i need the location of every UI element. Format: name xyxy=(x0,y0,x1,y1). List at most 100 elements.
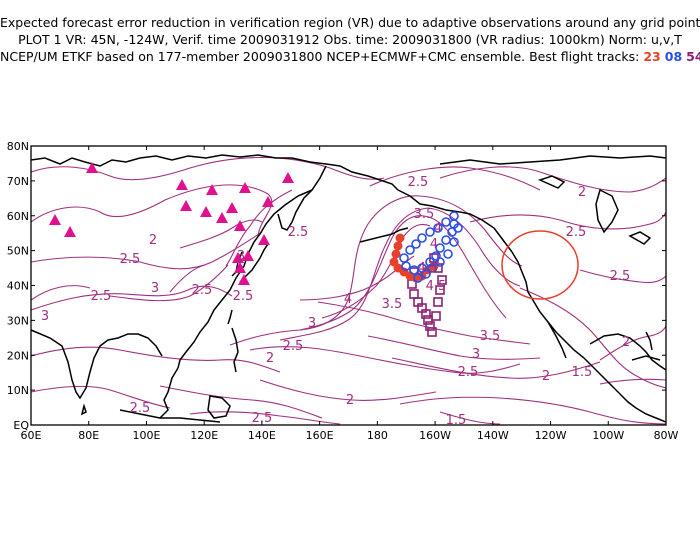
contour-value-label: 4 xyxy=(434,221,442,236)
contour-value-label: 2.5 xyxy=(233,289,254,304)
contour-value-label: 3 xyxy=(151,281,159,296)
alaska-coast xyxy=(397,189,513,253)
aleutians xyxy=(359,227,409,243)
contour-line xyxy=(399,396,666,425)
triangle-marker-icon xyxy=(239,182,251,193)
contour-value-label: 2.5 xyxy=(288,225,309,240)
axis-ticks xyxy=(30,145,667,426)
japan xyxy=(239,243,269,283)
cuba xyxy=(631,355,661,361)
track-23-label: 23 xyxy=(643,49,661,64)
arctic-islands xyxy=(537,175,566,189)
contour-value-label: 2 xyxy=(266,351,274,366)
title-line-3-text: NCEP/UM ETKF based on 177-member 2009031… xyxy=(0,49,640,64)
title-line-2: PLOT 1 VR: 45N, -124W, Verif. time 20090… xyxy=(18,32,682,47)
contour-value-label: 4.5 xyxy=(426,279,447,294)
contour-value-label: 3.5 xyxy=(480,329,501,344)
contour-line xyxy=(439,411,501,425)
contour-value-label: 2 xyxy=(346,393,354,408)
contour-value-label: 2.5 xyxy=(91,289,112,304)
longitude-label: 120E xyxy=(190,429,218,442)
philippines xyxy=(231,327,239,373)
triangle-marker-icon xyxy=(86,162,98,173)
triangle-marker-icon xyxy=(262,196,274,207)
contour-line xyxy=(317,301,531,345)
open-circle-icon xyxy=(417,233,427,243)
title-line-3: NCEP/UM ETKF based on 177-member 2009031… xyxy=(0,48,700,65)
contour-line xyxy=(31,285,233,311)
latitude-label: 50N xyxy=(7,245,29,258)
filled-circle-icon xyxy=(395,233,405,243)
contour-line xyxy=(225,189,293,267)
triangle-marker-icon xyxy=(216,212,228,223)
open-square-icon xyxy=(409,289,419,299)
hudson-bay xyxy=(595,188,619,234)
contour-lines xyxy=(31,156,666,425)
latitude-label: 10N xyxy=(7,384,29,397)
track-08-label: 08 xyxy=(664,49,683,64)
baja-california xyxy=(547,321,567,359)
contour-value-label: 2.5 xyxy=(192,283,213,298)
great-lakes xyxy=(628,231,652,245)
contour-value-label: 3.5 xyxy=(382,297,403,312)
contour-value-label: 2 xyxy=(542,369,550,384)
longitude-label: 100W xyxy=(592,429,624,442)
open-circle-icon xyxy=(433,223,443,233)
filled-circle-icon xyxy=(393,241,403,251)
contour-value-label: 2.5 xyxy=(610,269,631,284)
contour-value-label: 3 xyxy=(237,249,245,264)
contour-value-label: 2 xyxy=(622,335,630,350)
triangle-marker-icon xyxy=(258,234,270,245)
eurasia-north-coast xyxy=(31,154,399,191)
open-circle-icon xyxy=(413,273,423,283)
latitude-label: 30N xyxy=(7,314,29,327)
latitude-label: 70N xyxy=(7,175,29,188)
contour-value-label: 2.5 xyxy=(283,339,304,354)
longitude-label: 160E xyxy=(306,429,334,442)
latitude-label: 20N xyxy=(7,349,29,362)
contour-line xyxy=(391,357,601,379)
open-circle-icon xyxy=(453,223,463,233)
contour-value-label: 2 xyxy=(149,233,157,248)
sri-lanka xyxy=(80,403,87,416)
florida xyxy=(645,331,653,351)
contour-value-label: 3 xyxy=(308,316,316,331)
contour-line xyxy=(31,385,171,409)
triangle-marker-icon xyxy=(226,202,238,213)
contour-value-label: 2 xyxy=(578,185,586,200)
open-square-icon xyxy=(425,321,435,331)
filled-circle-icon xyxy=(391,249,401,259)
contour-value-label: 4.5 xyxy=(418,261,439,276)
flight-track-08 xyxy=(399,211,463,283)
contour-line xyxy=(279,207,521,341)
triangle-marker-icon xyxy=(238,274,250,285)
triangle-marker-icon xyxy=(282,172,294,183)
contour-value-label: 4 xyxy=(430,237,438,252)
east-asia-coast xyxy=(177,189,313,369)
contour-value-label: 3 xyxy=(41,309,49,324)
open-circle-icon xyxy=(441,235,451,245)
open-circle-icon xyxy=(441,217,451,227)
longitude-label: 80W xyxy=(654,429,679,442)
open-square-icon xyxy=(431,311,441,321)
contour-value-label: 3.5 xyxy=(414,207,435,222)
contour-line xyxy=(259,379,437,401)
indochina xyxy=(159,367,179,419)
contour-line xyxy=(159,385,323,419)
contour-line xyxy=(249,346,521,374)
longitude-label: 60E xyxy=(21,429,42,442)
contour-line xyxy=(299,255,415,301)
open-circle-icon xyxy=(435,243,445,253)
borneo xyxy=(207,395,231,419)
triangle-marker-icon xyxy=(176,179,188,190)
latitude-label: 80N xyxy=(7,140,29,153)
contour-value-label: 2.5 xyxy=(120,252,141,267)
open-circle-icon xyxy=(411,239,421,249)
open-square-icon xyxy=(433,297,443,307)
latitude-labels: 80N 70N 60N 50N 40N 30N 20N 10N EQ xyxy=(7,140,30,432)
contour-value-label: 2.5 xyxy=(408,175,429,190)
open-square-icon xyxy=(421,309,431,319)
triangle-marker-icon xyxy=(180,200,192,211)
contour-line xyxy=(439,166,666,193)
open-circle-icon xyxy=(425,257,435,267)
